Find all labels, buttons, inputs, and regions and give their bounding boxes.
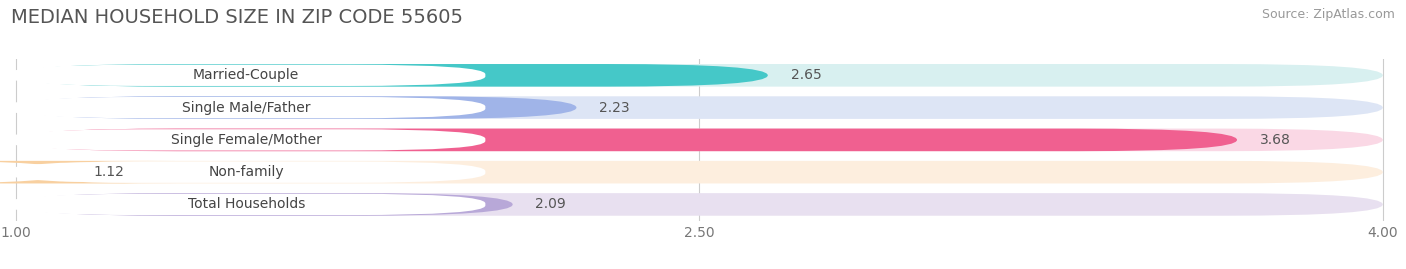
Text: 1.12: 1.12 [94,165,125,179]
FancyBboxPatch shape [7,129,485,151]
Text: 3.68: 3.68 [1260,133,1291,147]
FancyBboxPatch shape [15,64,768,87]
Text: Married-Couple: Married-Couple [193,68,299,82]
FancyBboxPatch shape [15,129,1384,151]
Text: Non-family: Non-family [208,165,284,179]
FancyBboxPatch shape [7,194,485,215]
Text: 2.09: 2.09 [536,197,567,211]
Text: MEDIAN HOUSEHOLD SIZE IN ZIP CODE 55605: MEDIAN HOUSEHOLD SIZE IN ZIP CODE 55605 [11,8,463,27]
Text: Source: ZipAtlas.com: Source: ZipAtlas.com [1261,8,1395,21]
FancyBboxPatch shape [7,161,485,183]
FancyBboxPatch shape [15,129,1237,151]
Text: Single Male/Father: Single Male/Father [181,101,311,115]
FancyBboxPatch shape [15,96,576,119]
FancyBboxPatch shape [7,97,485,118]
Text: Total Households: Total Households [187,197,305,211]
Text: 2.65: 2.65 [790,68,821,82]
Text: Single Female/Mother: Single Female/Mother [170,133,322,147]
FancyBboxPatch shape [15,64,1384,87]
FancyBboxPatch shape [7,65,485,86]
FancyBboxPatch shape [15,193,1384,216]
FancyBboxPatch shape [0,161,176,183]
FancyBboxPatch shape [15,193,513,216]
FancyBboxPatch shape [15,161,1384,183]
Text: 2.23: 2.23 [599,101,630,115]
FancyBboxPatch shape [15,96,1384,119]
